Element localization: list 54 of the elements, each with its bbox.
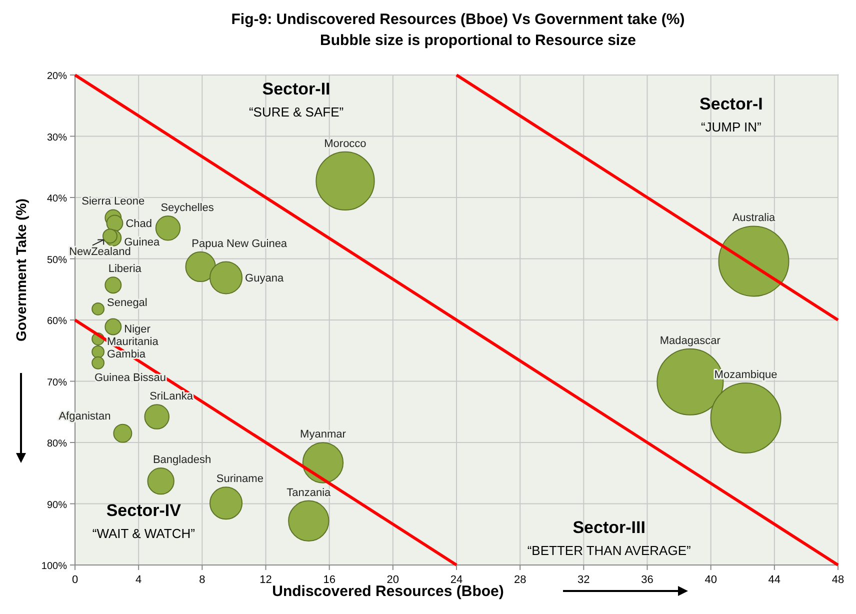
x-tick-label: 28 bbox=[514, 574, 526, 586]
x-tick-label: 8 bbox=[199, 574, 206, 586]
x-tick-label: 0 bbox=[72, 574, 78, 586]
y-tick-label: 20% bbox=[46, 71, 68, 82]
series-label: Chad bbox=[126, 218, 152, 230]
x-tick-label: 16 bbox=[323, 574, 336, 586]
y-tick-label: 40% bbox=[46, 194, 68, 204]
series-label: Tanzania bbox=[286, 486, 332, 499]
annotation: “WAIT & WATCH” bbox=[92, 526, 195, 542]
annotation: “JUMP IN” bbox=[700, 119, 762, 134]
series-label: NewZealand bbox=[69, 246, 131, 258]
annotation: Sector-II bbox=[262, 80, 330, 99]
series-label: SriLanka bbox=[150, 390, 194, 403]
annotation: “BETTER THAN AVERAGE” bbox=[527, 543, 691, 558]
annotation: Sector-I bbox=[700, 94, 763, 114]
series-label: Liberia bbox=[108, 263, 142, 276]
x-tick-label: 40 bbox=[704, 574, 717, 586]
series-label: Papua New Guinea bbox=[192, 238, 288, 250]
series-label: Morocco bbox=[324, 138, 366, 150]
x-tick-label: 44 bbox=[768, 574, 781, 586]
series-label: Suriname bbox=[216, 473, 264, 486]
x-tick-label: 24 bbox=[450, 574, 463, 586]
series-label: Guinea Bissau bbox=[94, 372, 166, 384]
y-tick-label: 100% bbox=[41, 561, 68, 572]
series-label: Australia bbox=[732, 212, 776, 224]
series-label: Sierra Leone bbox=[82, 196, 145, 208]
x-tick-label: 48 bbox=[832, 574, 844, 586]
series-label: Guyana bbox=[245, 272, 284, 285]
x-tick-label: 36 bbox=[641, 574, 654, 586]
y-tick-label: 50% bbox=[46, 254, 68, 266]
series-label: Myanmar bbox=[300, 428, 346, 441]
x-tick-label: 12 bbox=[260, 574, 272, 586]
chart-subtitle: Bubble size is proportional to Resource size bbox=[320, 32, 636, 49]
series-label: Guinea bbox=[124, 236, 160, 249]
x-tick-label: 20 bbox=[386, 574, 400, 586]
series-label: Niger bbox=[124, 324, 151, 336]
annotation: Sector-IV bbox=[106, 501, 182, 520]
series-label: Afganistan bbox=[58, 410, 111, 422]
y-tick-label: 30% bbox=[46, 132, 68, 144]
y-tick-label: 90% bbox=[46, 500, 68, 511]
y-tick-label: 70% bbox=[46, 377, 68, 388]
y-tick-label: 60% bbox=[46, 316, 68, 327]
x-tick-label: 32 bbox=[578, 574, 590, 586]
chart-title: Fig-9: Undiscovered Resources (Bboe) Vs Government take (%) bbox=[231, 11, 685, 28]
series-label: Madagascar bbox=[660, 334, 721, 347]
annotation: “SURE & SAFE” bbox=[248, 104, 344, 120]
x-tick-label: 4 bbox=[136, 574, 142, 586]
series-label: Bangladesh bbox=[152, 454, 212, 466]
series-label: Senegal bbox=[107, 296, 148, 309]
y-tick-label: 80% bbox=[46, 438, 68, 450]
x-axis-title: Undiscovered Resources (Bboe) bbox=[272, 583, 504, 600]
annotation: Sector-III bbox=[572, 518, 646, 538]
series-label: Seychelles bbox=[160, 202, 214, 214]
y-axis-title: Government Take (%) bbox=[13, 198, 29, 342]
